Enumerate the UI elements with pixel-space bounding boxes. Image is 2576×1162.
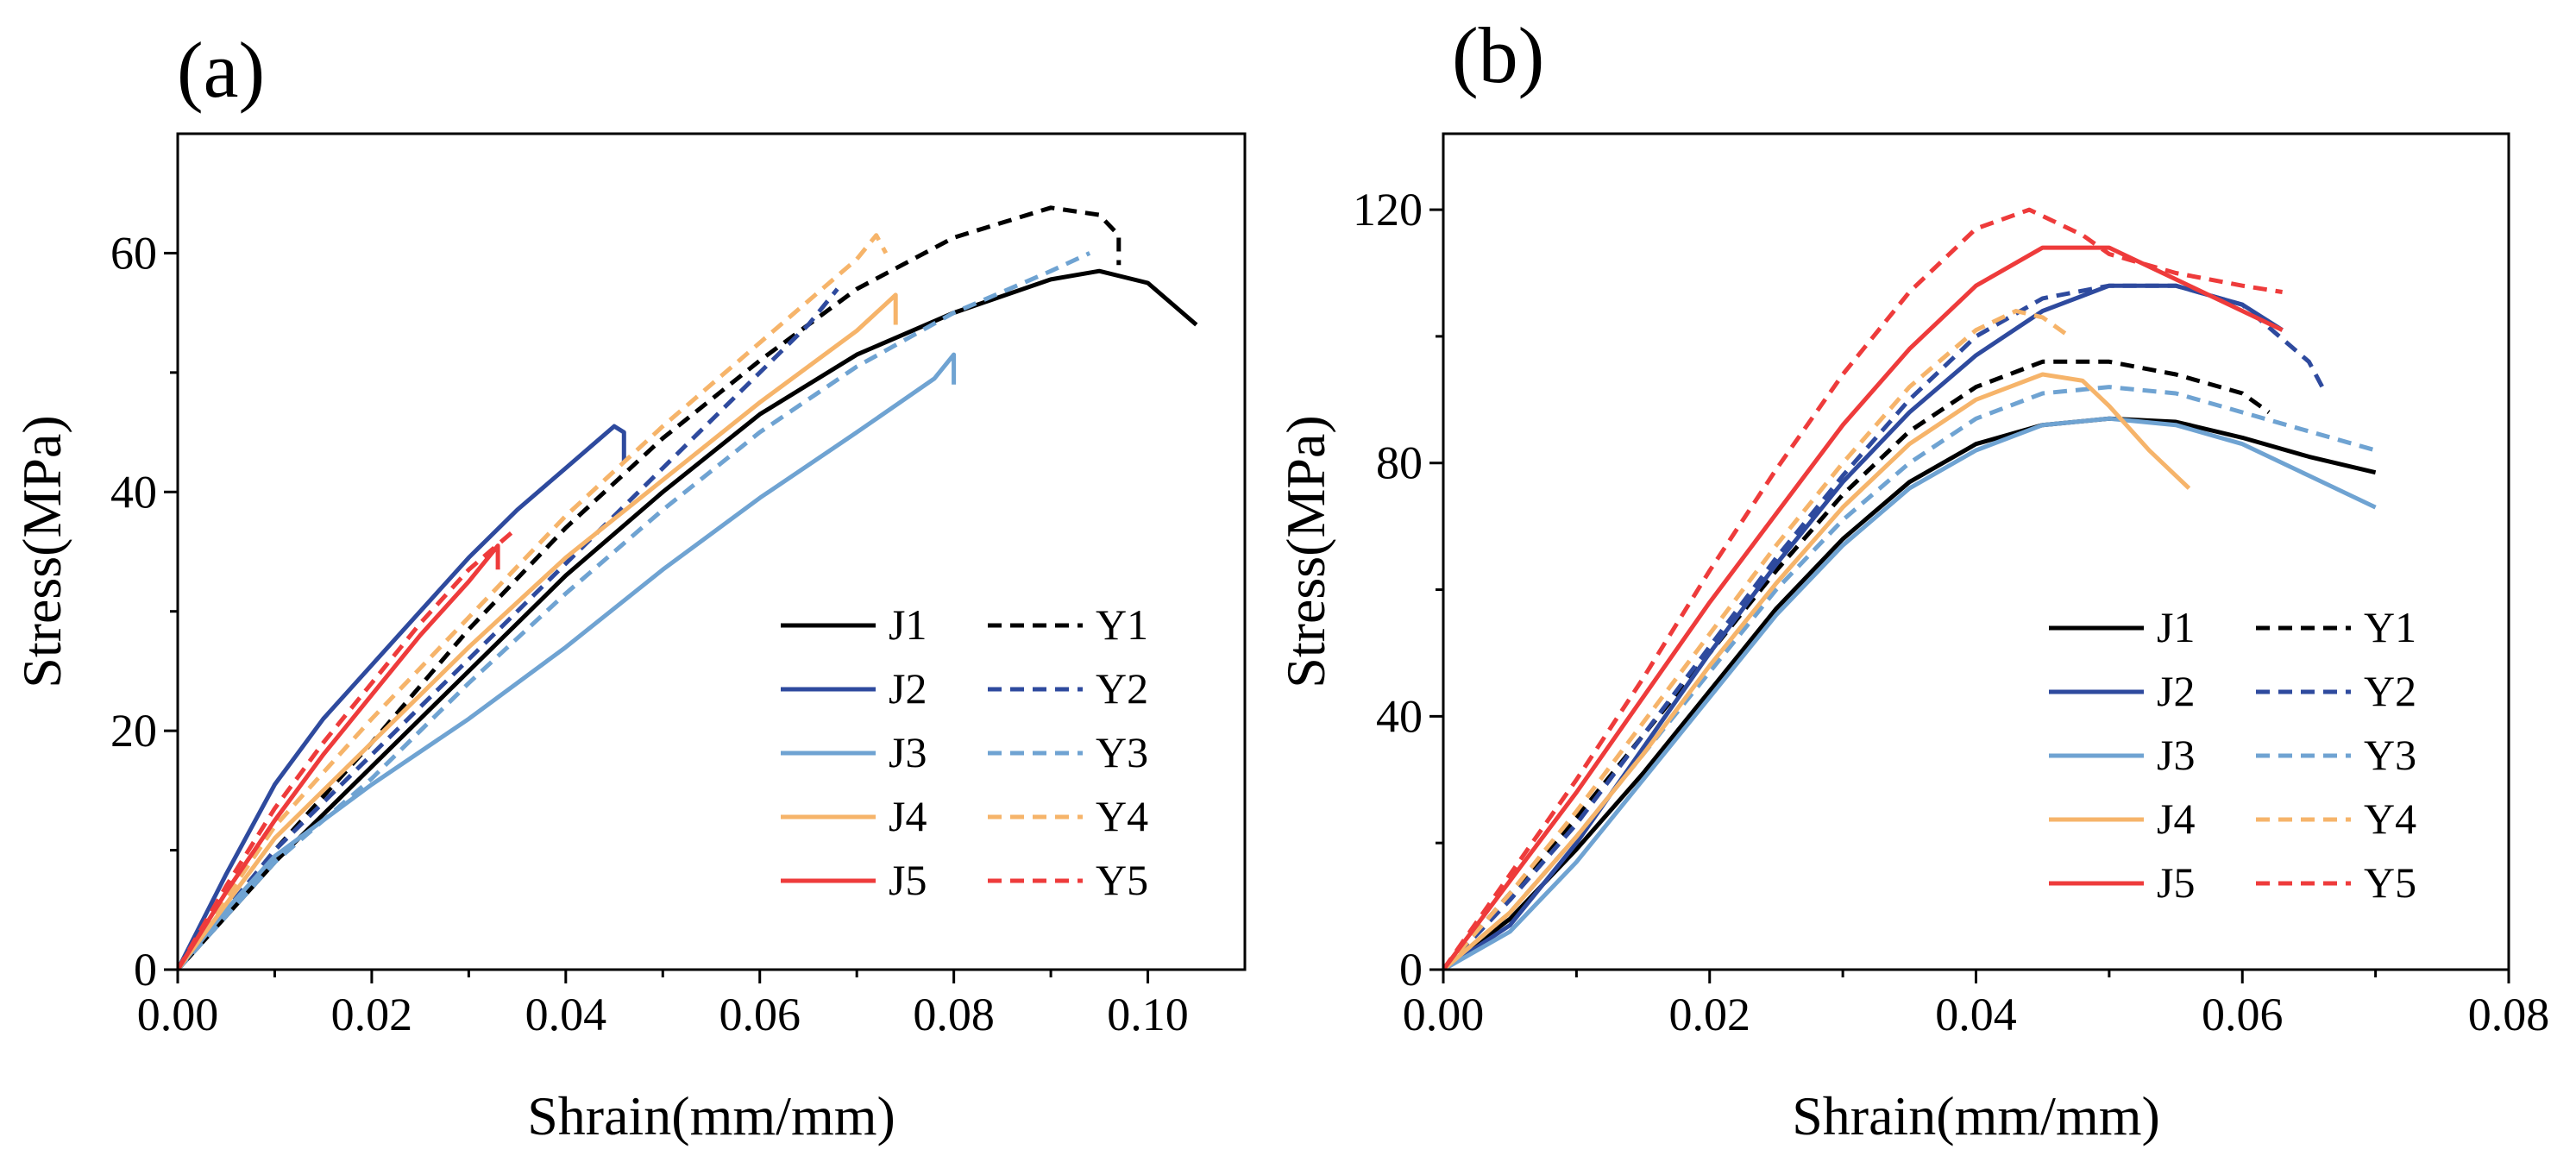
x-tick-label: 0.04 — [525, 989, 607, 1040]
legend-label-y3: Y3 — [1096, 728, 1148, 776]
x-axis-title: Shrain(mm/mm) — [1792, 1085, 2160, 1146]
series-line-y5 — [1443, 207, 2283, 970]
legend-label-j3: J3 — [889, 728, 927, 776]
series-line-j2 — [1443, 283, 2284, 970]
legend-label-y1: Y1 — [2364, 603, 2416, 651]
series-line-j5 — [1443, 245, 2284, 970]
x-tick-label: 0.06 — [2202, 989, 2284, 1040]
x-tick-label: 0.04 — [1935, 989, 2017, 1040]
plot-frame — [1442, 132, 2510, 971]
series-line-j3 — [1443, 416, 2377, 970]
legend-label-j1: J1 — [2157, 603, 2195, 651]
x-tick-label: 0.02 — [1669, 989, 1751, 1040]
series-line-j4 — [178, 292, 898, 970]
legend-label-y2: Y2 — [1096, 664, 1148, 713]
legend-label-j5: J5 — [889, 856, 927, 904]
series-group — [178, 205, 1198, 970]
series-group — [1443, 207, 2377, 970]
legend-label-j1: J1 — [889, 600, 927, 649]
series-line-y1 — [178, 205, 1122, 970]
series-line-y5 — [178, 525, 519, 970]
y-tick-label: 20 — [110, 705, 157, 757]
x-tick-label: 0.00 — [137, 989, 219, 1040]
series-line-y3 — [1443, 385, 2377, 970]
legend-label-j2: J2 — [889, 664, 927, 713]
x-tick-label: 0.08 — [2468, 989, 2550, 1040]
y-tick-label: 0 — [134, 944, 157, 996]
x-axis-title: Shrain(mm/mm) — [527, 1085, 895, 1146]
series-line-y3 — [178, 251, 1091, 970]
y-tick-label: 80 — [1376, 437, 1423, 489]
y-tick-label: 40 — [110, 466, 157, 518]
series-line-y4 — [1443, 309, 2071, 970]
y-tick-label: 60 — [110, 227, 157, 279]
legend-label-j2: J2 — [2157, 667, 2195, 715]
series-line-j1 — [178, 268, 1198, 970]
y-tick-label: 0 — [1399, 944, 1423, 996]
x-tick-label: 0.06 — [719, 989, 801, 1040]
plot-frame — [176, 132, 1247, 971]
x-tick-label: 0.02 — [331, 989, 413, 1040]
legend: J1 Y1 J2 Y2 J3 Y3 J4 Y4 J5 Y5 — [781, 600, 1148, 904]
legend-label-y4: Y4 — [1096, 792, 1148, 840]
series-line-y1 — [1443, 359, 2271, 970]
legend-label-y5: Y5 — [2364, 858, 2416, 907]
series-line-j1 — [1443, 416, 2377, 970]
legend-label-y1: Y1 — [1096, 600, 1148, 649]
x-tick-label: 0.00 — [1403, 989, 1485, 1040]
y-axis-title: Stress(MPa) — [1275, 415, 1336, 688]
panel-label: (a) — [177, 26, 265, 114]
legend-label-y5: Y5 — [1096, 856, 1148, 904]
legend-label-y2: Y2 — [2364, 667, 2416, 715]
y-axis-title: Stress(MPa) — [11, 415, 72, 688]
y-tick-label: 120 — [1353, 184, 1423, 236]
legend: J1 Y1 J2 Y2 J3 Y3 J4 Y4 J5 Y5 — [2049, 603, 2416, 907]
panel-a: 0.00 0.02 0.04 0.06 0.08 0.10 0 20 40 60 Shrain(mm… — [11, 26, 1247, 1146]
series-line-j4 — [1443, 372, 2191, 970]
series-line-j5 — [178, 543, 500, 970]
panel-label: (b) — [1452, 11, 1544, 99]
legend-label-y4: Y4 — [2364, 795, 2416, 843]
legend-label-y3: Y3 — [2364, 731, 2416, 779]
series-line-j3 — [178, 352, 957, 970]
x-tick-label: 0.08 — [913, 989, 995, 1040]
series-line-j2 — [178, 424, 626, 970]
legend-label-j4: J4 — [2157, 795, 2195, 843]
series-line-y2 — [178, 287, 839, 970]
panel-b: 0.00 0.02 0.04 0.06 0.08 0 40 80 120 Shrain(mm/mm… — [1275, 11, 2549, 1146]
legend-label-j3: J3 — [2157, 731, 2195, 779]
y-tick-label: 40 — [1376, 690, 1423, 742]
legend-label-j5: J5 — [2157, 858, 2195, 907]
legend-label-j4: J4 — [889, 792, 927, 840]
series-line-y4 — [178, 233, 889, 970]
x-tick-label: 0.10 — [1107, 989, 1189, 1040]
